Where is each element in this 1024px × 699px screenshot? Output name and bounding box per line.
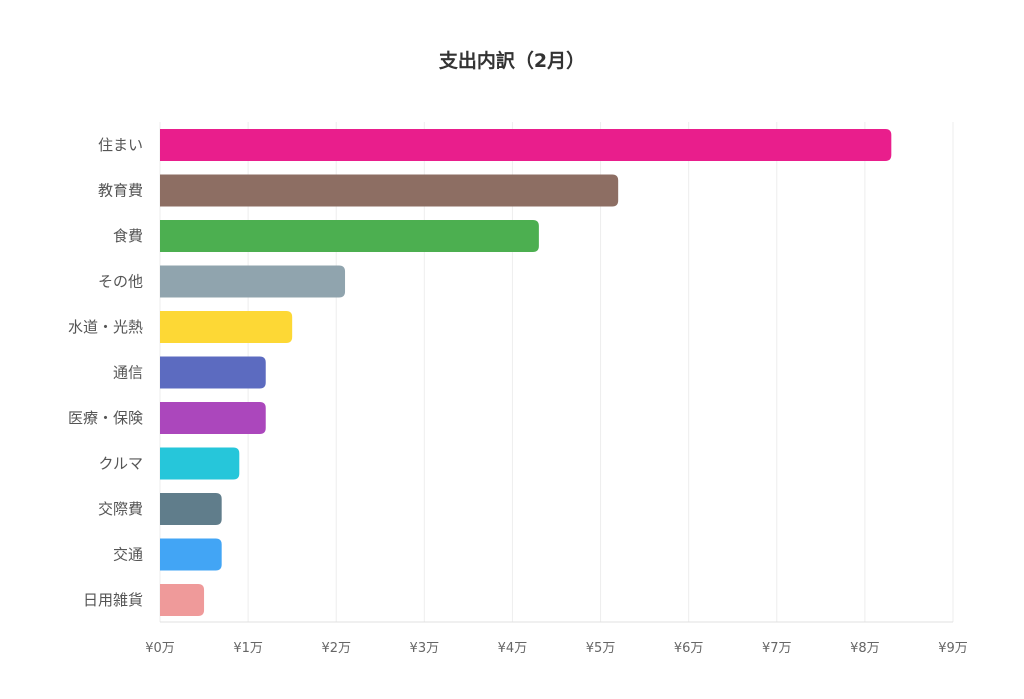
x-tick-label-9: ¥9万	[938, 641, 968, 656]
category-label-2: 食費	[113, 227, 143, 245]
x-tick-label-7: ¥7万	[762, 641, 792, 656]
x-tick-label-0: ¥0万	[145, 641, 175, 656]
x-tick-label-5: ¥5万	[586, 641, 616, 656]
bar-8	[160, 493, 222, 525]
bar-5	[160, 356, 266, 389]
category-label-10: 日用雑貨	[83, 591, 143, 609]
category-label-7: クルマ	[98, 455, 143, 473]
bar-9	[160, 538, 222, 571]
category-label-0: 住まい	[98, 136, 143, 154]
x-tick-label-2: ¥2万	[321, 641, 351, 656]
category-label-5: 通信	[113, 364, 143, 382]
x-tick-label-8: ¥8万	[850, 641, 880, 656]
category-label-4: 水道・光熱	[68, 318, 143, 336]
category-label-9: 交通	[113, 546, 143, 564]
category-label-3: その他	[98, 273, 143, 291]
category-label-6: 医療・保険	[68, 409, 143, 427]
bar-10	[160, 584, 205, 616]
bar-6	[160, 402, 266, 434]
category-label-1: 教育費	[98, 182, 143, 200]
bar-3	[160, 265, 346, 298]
category-label-8: 交際費	[98, 500, 143, 518]
bar-2	[160, 220, 539, 252]
x-tick-label-3: ¥3万	[410, 641, 440, 656]
x-tick-label-1: ¥1万	[233, 641, 263, 656]
x-tick-label-4: ¥4万	[498, 641, 528, 656]
bar-1	[160, 174, 619, 207]
bar-0	[160, 129, 892, 161]
bar-7	[160, 447, 240, 480]
x-tick-label-6: ¥6万	[674, 641, 704, 656]
chart-title: 支出内訳（2月）	[438, 50, 586, 72]
bar-4	[160, 311, 293, 343]
